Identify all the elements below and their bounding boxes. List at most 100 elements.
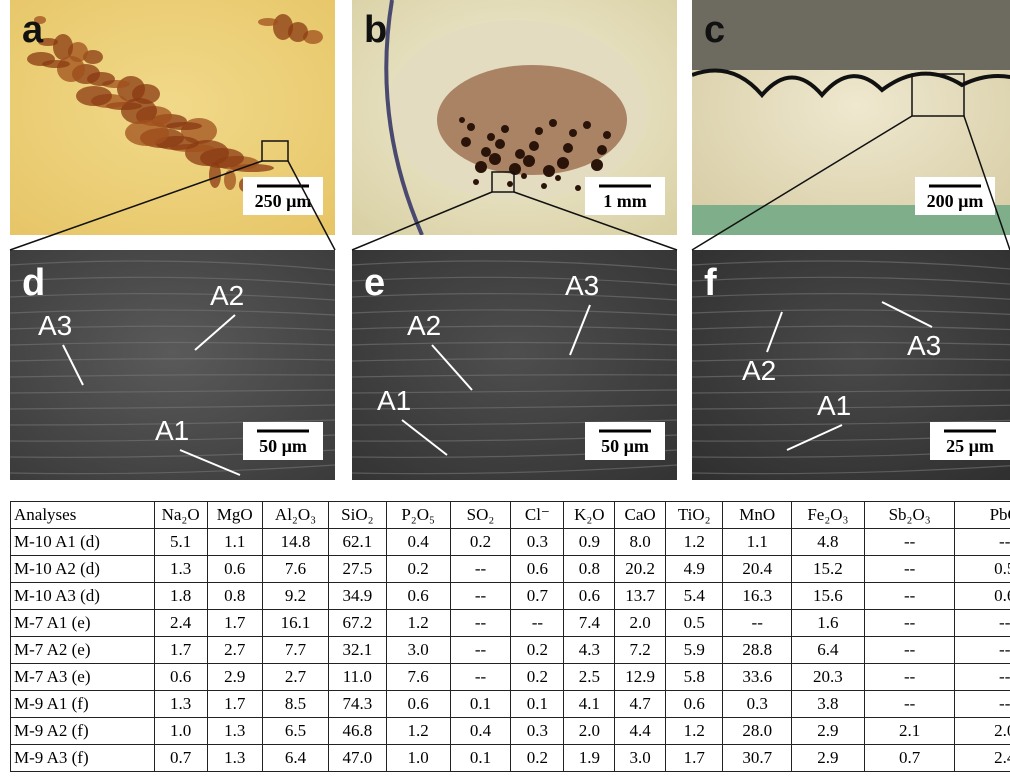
table-header-cell: Na₂O [154,502,207,529]
table-row-cell: 12.9 [615,664,666,691]
table-row-cell: -- [864,529,955,556]
table-row-cell: 34.9 [329,583,386,610]
table-header-cell: MgO [207,502,262,529]
table-row-cell: 1.3 [207,745,262,772]
table-row-cell: 2.0 [955,718,1010,745]
table-row-cell: 2.0 [615,610,666,637]
table-row-cell: -- [955,691,1010,718]
zoom-lines [0,0,1010,500]
table-row-cell: 1.3 [154,556,207,583]
table-row: M-9 A1 (f)1.31.78.574.30.60.10.14.14.70.… [11,691,1010,718]
table-row-cell: 0.7 [511,583,564,610]
table-row-cell: 20.4 [723,556,791,583]
table-row-cell: 0.2 [386,556,450,583]
table-row-cell: M-10 A3 (d) [11,583,155,610]
table-row-cell: 5.9 [666,637,723,664]
table-row-cell: -- [450,556,511,583]
table-row-cell: 7.6 [386,664,450,691]
table-row-cell: -- [864,637,955,664]
table-row-cell: 2.5 [564,664,615,691]
table-header-cell: K₂O [564,502,615,529]
table-row-cell: 1.0 [154,718,207,745]
table-header-cell: SO₂ [450,502,511,529]
table-row-cell: -- [864,583,955,610]
table-row-cell: 62.1 [329,529,386,556]
table-row-cell: 4.8 [791,529,864,556]
table-row-cell: -- [864,664,955,691]
table-row-cell: 0.4 [386,529,450,556]
table-row-cell: 2.9 [791,718,864,745]
table-header-cell: Analyses [11,502,155,529]
table-row-cell: 5.8 [666,664,723,691]
table-header-cell: Sb₂O₃ [864,502,955,529]
table-row-cell: 33.6 [723,664,791,691]
table-row-cell: 1.3 [154,691,207,718]
table-row-cell: M-10 A1 (d) [11,529,155,556]
table-row-cell: 20.2 [615,556,666,583]
table-header-cell: CaO [615,502,666,529]
table-row-cell: M-9 A2 (f) [11,718,155,745]
table-row-cell: -- [450,637,511,664]
table-row-cell: 7.6 [262,556,328,583]
table-row-cell: 0.8 [564,556,615,583]
table-row-cell: 1.8 [154,583,207,610]
table-row-cell: 7.4 [564,610,615,637]
table-row-cell: 0.6 [666,691,723,718]
table-row-cell: 1.7 [666,745,723,772]
table-row-cell: -- [511,610,564,637]
table-row-cell: 2.4 [955,745,1010,772]
table-row-cell: 1.7 [154,637,207,664]
table-row-cell: 8.0 [615,529,666,556]
table-row-cell: -- [864,691,955,718]
table-row-cell: 0.9 [564,529,615,556]
table-row-cell: 4.9 [666,556,723,583]
table-row-cell: 1.7 [207,691,262,718]
table-row-cell: -- [864,556,955,583]
composition-table: AnalysesNa₂OMgOAl₂O₃SiO₂P₂O₅SO₂Cl⁻K₂OCaO… [10,501,1010,772]
table-row-cell: 0.7 [154,745,207,772]
table-row-cell: 3.8 [791,691,864,718]
table-row: M-9 A3 (f)0.71.36.447.01.00.10.21.93.01.… [11,745,1010,772]
table-row-cell: 20.3 [791,664,864,691]
table-row-cell: 4.3 [564,637,615,664]
table-row-cell: M-9 A1 (f) [11,691,155,718]
table-row-cell: 1.7 [207,610,262,637]
table-row-cell: 74.3 [329,691,386,718]
table-row-cell: 67.2 [329,610,386,637]
table-row-cell: 30.7 [723,745,791,772]
table-row-cell: -- [723,610,791,637]
table-row-cell: 0.2 [511,745,564,772]
table-row-cell: 5.4 [666,583,723,610]
table-row-cell: 27.5 [329,556,386,583]
table-row-cell: 3.0 [386,637,450,664]
table-header-cell: Al₂O₃ [262,502,328,529]
table-row-cell: 28.0 [723,718,791,745]
table-row-cell: 0.7 [864,745,955,772]
table-row-cell: 0.6 [511,556,564,583]
table-row: M-10 A2 (d)1.30.67.627.50.2--0.60.820.24… [11,556,1010,583]
table-row-cell: M-7 A3 (e) [11,664,155,691]
table-row-cell: -- [955,529,1010,556]
table-row-cell: 0.8 [207,583,262,610]
table-row-cell: 2.7 [262,664,328,691]
table-header-cell: Cl⁻ [511,502,564,529]
table-row-cell: 16.3 [723,583,791,610]
table-row-cell: -- [955,610,1010,637]
table-row-cell: 1.2 [666,718,723,745]
table-row-cell: 16.1 [262,610,328,637]
table-row-cell: 1.1 [723,529,791,556]
table-row-cell: 0.3 [723,691,791,718]
table-row-cell: 1.9 [564,745,615,772]
table-row-cell: 6.4 [262,745,328,772]
table-row-cell: 13.7 [615,583,666,610]
table-row-cell: 1.2 [386,718,450,745]
table-row-cell: 0.4 [450,718,511,745]
table-row-cell: -- [955,664,1010,691]
table-row-cell: 0.6 [386,691,450,718]
table-row-cell: 1.3 [207,718,262,745]
table-row-cell: 5.1 [154,529,207,556]
table-row-cell: 0.6 [564,583,615,610]
table-row-cell: M-10 A2 (d) [11,556,155,583]
table-row-cell: 2.9 [207,664,262,691]
